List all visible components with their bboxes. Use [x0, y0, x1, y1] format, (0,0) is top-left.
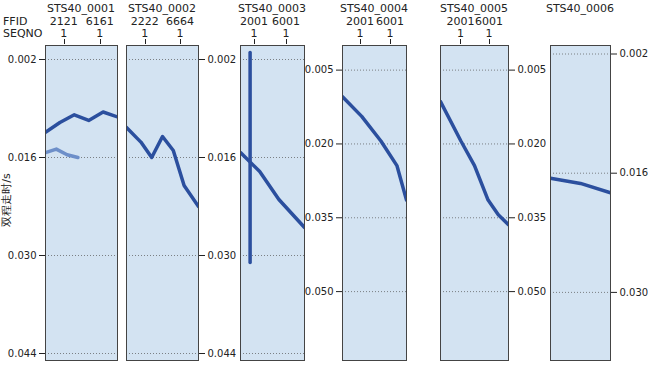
html-text:1: 1 [96, 27, 104, 40]
html-text:2001: 2001 [240, 15, 269, 28]
html-text:1: 1 [456, 27, 464, 40]
html-text:1: 1 [386, 27, 394, 40]
html-text:1: 1 [176, 27, 184, 40]
svg-text:0.002: 0.002 [620, 48, 649, 59]
svg-text:0.016: 0.016 [208, 152, 237, 163]
svg-text:0.044: 0.044 [8, 348, 37, 359]
svg-text:0.016: 0.016 [8, 152, 37, 163]
html-text:1: 1 [282, 27, 290, 40]
svg-text:0.050: 0.050 [518, 286, 547, 297]
html-text:2001: 2001 [446, 15, 475, 28]
html-text:FFID: FFID [3, 15, 28, 28]
html-text:2121: 2121 [49, 15, 78, 28]
svg-text:0.030: 0.030 [208, 250, 237, 261]
svg-text:0.005: 0.005 [518, 64, 547, 75]
svg-text:0.002: 0.002 [208, 54, 237, 65]
html-text:STS40_0005: STS40_0005 [439, 2, 509, 15]
html-text:双程走时/s: 双程走时/s [0, 173, 13, 227]
svg-text:0.005: 0.005 [305, 64, 334, 75]
html-text:1: 1 [60, 27, 68, 40]
svg-text:0.030: 0.030 [620, 287, 649, 298]
html-text:2001: 2001 [345, 15, 374, 28]
svg-text:0.030: 0.030 [8, 250, 37, 261]
html-text:1: 1 [356, 27, 364, 40]
svg-text:0.035: 0.035 [305, 212, 334, 223]
html-text:6664: 6664 [166, 15, 194, 28]
html-text:1: 1 [250, 27, 258, 40]
html-text:1: 1 [141, 27, 149, 40]
html-text:6161: 6161 [85, 15, 114, 28]
svg-text:0.016: 0.016 [620, 167, 649, 178]
html-text:6001: 6001 [272, 15, 301, 28]
svg-text:0.020: 0.020 [305, 138, 334, 149]
html-text:6001: 6001 [475, 15, 503, 28]
html-text:1: 1 [485, 27, 493, 40]
html-text:STS40_0006: STS40_0006 [545, 2, 615, 15]
html-text:STS40_0001: STS40_0001 [46, 2, 116, 15]
html-text:2222: 2222 [130, 15, 159, 28]
html-text:STS40_0003: STS40_0003 [237, 2, 307, 15]
svg-text:0.044: 0.044 [208, 348, 237, 359]
svg-text:0.020: 0.020 [518, 138, 547, 149]
html-text:SEQNO: SEQNO [3, 27, 43, 40]
html-text:6001: 6001 [376, 15, 404, 28]
html-text:STS40_0002: STS40_0002 [127, 2, 197, 15]
svg-text:0.035: 0.035 [518, 212, 547, 223]
html-text:STS40_0004: STS40_0004 [339, 2, 409, 15]
svg-text:0.002: 0.002 [8, 54, 37, 65]
svg-text:0.050: 0.050 [305, 286, 334, 297]
